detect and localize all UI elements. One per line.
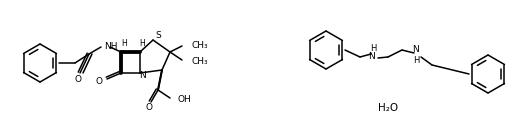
Text: OH: OH — [178, 95, 192, 104]
Text: H: H — [139, 39, 145, 48]
Text: N: N — [140, 71, 147, 80]
Text: NH: NH — [104, 42, 117, 50]
Text: N: N — [413, 44, 419, 54]
Text: H: H — [413, 55, 419, 64]
Text: CH₃: CH₃ — [192, 56, 209, 65]
Text: CH₃: CH₃ — [192, 40, 209, 49]
Text: H: H — [121, 39, 127, 48]
Text: O: O — [145, 104, 152, 112]
Text: O: O — [95, 76, 102, 85]
Text: N: N — [369, 52, 375, 60]
Text: O: O — [74, 75, 81, 85]
Text: H: H — [370, 44, 376, 53]
Text: S: S — [155, 30, 161, 39]
Text: H₂O: H₂O — [378, 103, 398, 113]
